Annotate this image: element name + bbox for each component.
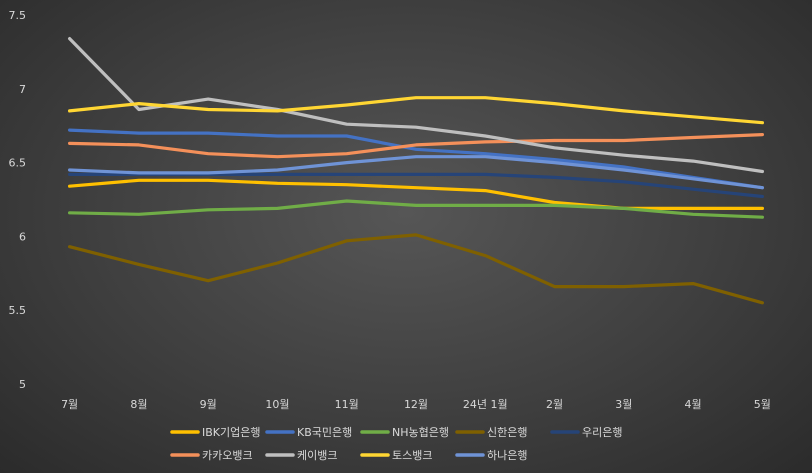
series-line-2 <box>67 199 765 219</box>
x-tick-label: 8월 <box>130 398 147 411</box>
legend-label-2: NH농협은행 <box>392 426 449 439</box>
legend-label-6: 케이뱅크 <box>297 449 337 462</box>
series-line-1 <box>67 128 765 190</box>
y-tick-label: 7.5 <box>9 9 27 22</box>
legend-label-5: 카카오뱅크 <box>202 449 253 462</box>
legend-label-8: 하나은행 <box>487 448 527 462</box>
y-tick-label: 5.5 <box>9 304 27 317</box>
x-axis-ticks: 7월 8월 9월 10월 11월 12월 24년 1월 2월 3월 4월 5월 <box>61 398 771 411</box>
x-tick-label: 7월 <box>61 398 78 411</box>
legend-label-1: KB국민은행 <box>297 426 352 439</box>
x-tick-label: 12월 <box>404 398 428 411</box>
y-tick-label: 6 <box>19 230 26 243</box>
series-line-7 <box>67 96 765 125</box>
y-tick-label: 7 <box>19 83 26 96</box>
legend-label-3: 신한은행 <box>487 426 527 439</box>
series-line-4 <box>67 172 765 199</box>
x-tick-label: 4월 <box>685 398 702 411</box>
series-line-3 <box>67 233 765 305</box>
x-tick-label: 9월 <box>200 398 217 411</box>
x-tick-label: 3월 <box>615 398 632 411</box>
series-line-8 <box>67 155 765 190</box>
y-tick-label: 6.5 <box>9 157 27 170</box>
series-line-6 <box>67 36 765 174</box>
x-tick-label: 10월 <box>265 398 289 411</box>
x-tick-label: 11월 <box>335 398 359 411</box>
plot-area <box>67 36 765 305</box>
legend-label-4: 우리은행 <box>582 426 622 439</box>
x-tick-label: 24년 1월 <box>463 398 508 411</box>
y-axis-ticks: 5 5.5 6 6.5 7 7.5 <box>9 9 27 391</box>
x-tick-label: 5월 <box>754 398 771 411</box>
series-line-5 <box>67 133 765 159</box>
x-tick-label: 2월 <box>546 398 563 411</box>
legend-label-0: IBK기업은행 <box>202 426 260 439</box>
y-tick-label: 5 <box>19 378 26 391</box>
legend-label-7: 토스뱅크 <box>392 449 432 462</box>
series-line-0 <box>67 178 765 210</box>
